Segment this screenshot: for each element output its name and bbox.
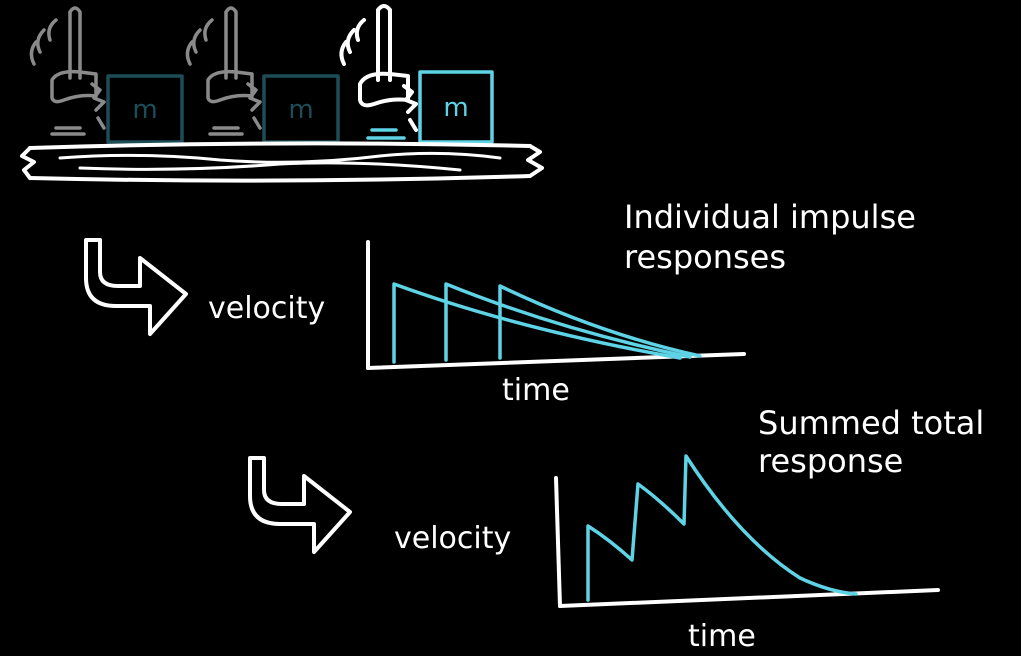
svg-text:m: m — [288, 95, 313, 125]
summed-response-curve — [586, 454, 858, 602]
impulse-curve — [392, 282, 682, 364]
mass-block: m — [262, 74, 340, 144]
chart-title-line-2: response — [758, 442, 903, 480]
svg-text:m: m — [132, 95, 157, 125]
curved-arrow-icon — [248, 456, 352, 554]
y-axis — [554, 476, 562, 608]
mass-block: m — [418, 70, 494, 144]
chart-title-line-1: Individual impulse — [624, 198, 916, 236]
chart-title-line-2: responses — [624, 238, 786, 276]
summed-chart: velocity time Summed total response — [394, 404, 984, 654]
impulse-curve — [444, 282, 692, 362]
hammer-icon — [339, 4, 410, 108]
hammer-icon — [185, 6, 254, 136]
y-axis-label: velocity — [208, 291, 325, 326]
impulse-chart: velocity time Individual impulse respons… — [208, 198, 916, 408]
mass-block: m — [106, 74, 184, 144]
chart-title-line-1: Summed total — [758, 404, 984, 442]
hammer-icon — [29, 6, 98, 136]
impact-spark-icon — [402, 84, 418, 132]
impulse-curve — [498, 284, 702, 360]
impact-spark-icon — [246, 82, 262, 130]
x-axis — [558, 588, 940, 608]
svg-text:m: m — [443, 93, 468, 123]
y-axis-label: velocity — [394, 521, 511, 556]
curved-arrow-icon — [84, 238, 188, 336]
x-axis-label: time — [688, 619, 756, 654]
wooden-plank — [20, 141, 544, 183]
hammer-strike-scene: m m m — [20, 4, 544, 183]
impact-spark-icon — [90, 82, 106, 130]
hammer-shadow — [366, 128, 406, 140]
x-axis-label: time — [502, 373, 570, 408]
